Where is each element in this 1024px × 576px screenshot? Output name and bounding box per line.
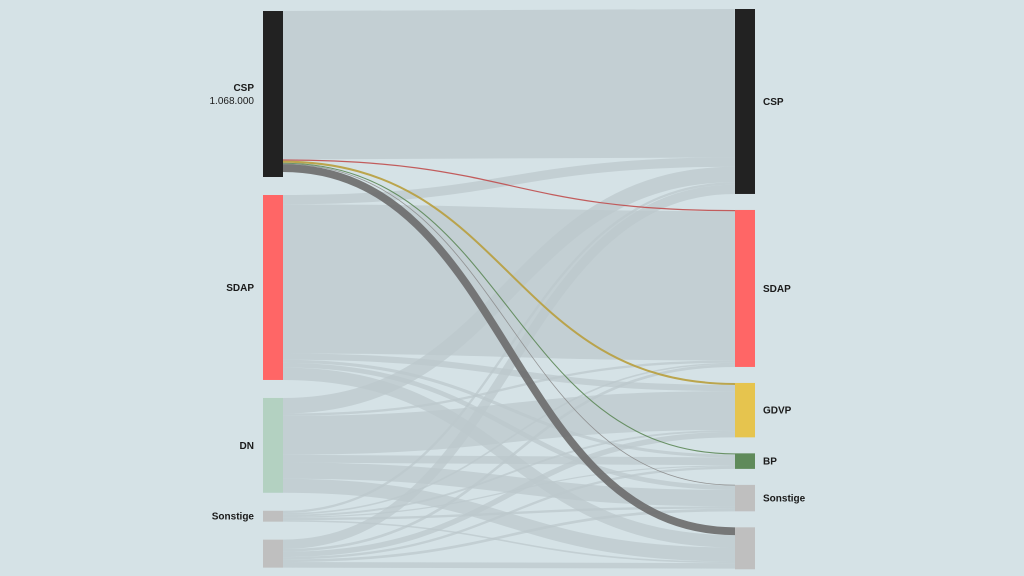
nodes-layer bbox=[263, 9, 755, 570]
flow-dn-to-unlabeled-r bbox=[282, 478, 736, 562]
left-node-csp bbox=[263, 11, 283, 177]
right-node-sdap bbox=[735, 209, 755, 367]
right-node-unlabeled-5 bbox=[735, 527, 755, 570]
flow-sdap-to-csp-t bbox=[282, 157, 736, 205]
flow-sonstige-to-gdvp-t bbox=[282, 430, 736, 517]
right-node-sonstige bbox=[735, 484, 755, 512]
left-node-dn bbox=[263, 397, 283, 493]
right-node-bp bbox=[735, 453, 755, 469]
flow-csp-to-unlabeled-r bbox=[282, 164, 736, 536]
flow-csp-to-sonstige-t bbox=[282, 163, 736, 486]
left-node-sonstige bbox=[263, 510, 283, 522]
labels-layer: CSP 1.068.000 SDAP DN Sonstige CSP SDAP GDVP BP S… bbox=[210, 83, 806, 523]
flow-csp-to-gdvp-t bbox=[282, 160, 736, 385]
right-label-sonstige: Sonstige bbox=[763, 494, 806, 505]
left-label-sdap: SDAP bbox=[226, 283, 254, 294]
flow-unlabeled-l-to-bp-t bbox=[282, 466, 736, 560]
left-label-csp: CSP bbox=[233, 83, 254, 94]
left-node-unlabeled-4 bbox=[263, 539, 283, 568]
flows-layer bbox=[282, 9, 736, 569]
flow-unlabeled-l-to-sdap-t bbox=[282, 364, 736, 552]
flow-csp-to-csp-t bbox=[282, 9, 736, 160]
right-node-csp bbox=[735, 9, 755, 194]
flow-unlabeled-l-to-csp-t bbox=[282, 184, 736, 549]
flow-dn-to-csp-t bbox=[282, 166, 736, 414]
flow-csp-to-bp-t bbox=[282, 162, 736, 455]
flow-dn-to-gdvp-t bbox=[282, 391, 736, 455]
flow-unlabeled-l-to-gdvp-t bbox=[282, 431, 736, 558]
left-label-sonstige: Sonstige bbox=[212, 512, 255, 523]
right-label-csp: CSP bbox=[763, 97, 784, 108]
flow-dn-to-sdap-t bbox=[282, 360, 736, 416]
right-label-gdvp: GDVP bbox=[763, 406, 792, 417]
left-node-sdap bbox=[263, 195, 283, 380]
flow-dn-to-sonstige-t bbox=[282, 462, 736, 507]
right-node-gdvp bbox=[735, 382, 755, 438]
flow-unlabeled-l-to-unlabeled-r bbox=[282, 562, 736, 569]
right-label-sdap: SDAP bbox=[763, 284, 791, 295]
flow-dn-to-bp-t bbox=[282, 454, 736, 466]
flow-csp-to-sdap-t bbox=[282, 159, 736, 212]
right-label-bp: BP bbox=[763, 457, 777, 468]
left-value-csp: 1.068.000 bbox=[210, 96, 255, 107]
left-label-dn: DN bbox=[240, 441, 254, 452]
